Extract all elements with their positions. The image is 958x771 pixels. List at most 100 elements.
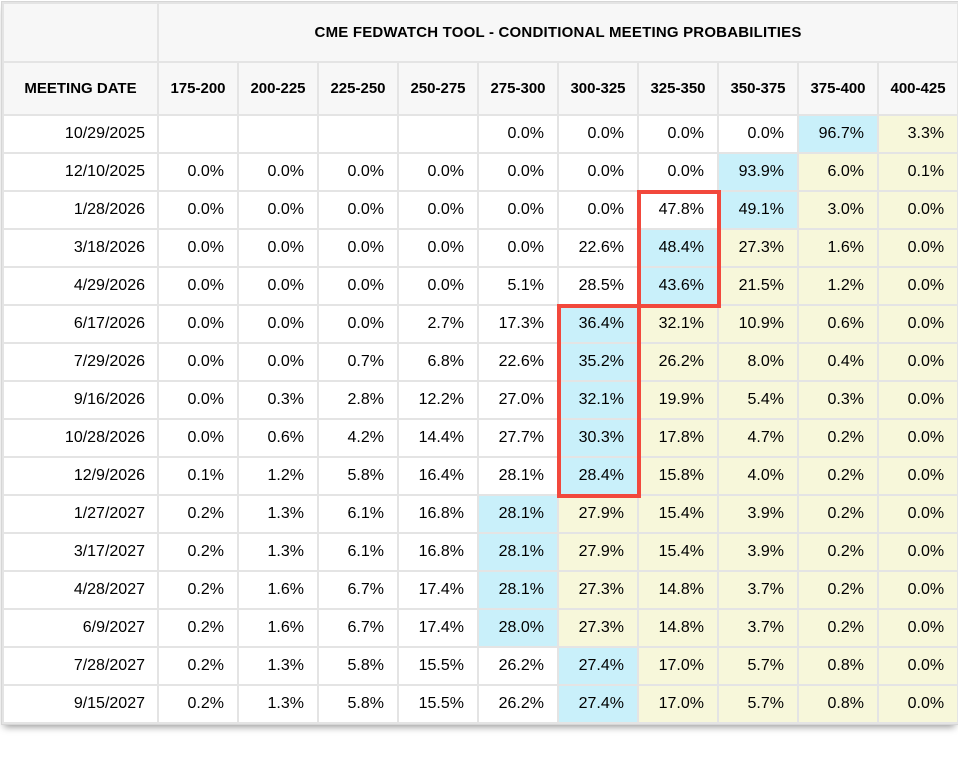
probability-cell: 93.9%: [717, 152, 799, 192]
meeting-date-cell: 10/29/2025: [2, 114, 159, 154]
probability-cell: 27.4%: [557, 684, 639, 724]
probability-cell: 0.0%: [157, 190, 239, 230]
probability-cell: 0.0%: [157, 266, 239, 306]
probability-cell: 6.7%: [317, 608, 399, 648]
table-row: 3/17/2027 0.2% 1.3% 6.1% 16.8% 28.1% 27.9% 15.4…: [2, 532, 958, 572]
table-row: 4/28/2027 0.2% 1.6% 6.7% 17.4% 28.1% 27.3% 14.8…: [2, 570, 958, 610]
probability-cell: 0.0%: [237, 304, 319, 344]
probability-cell: 28.1%: [477, 494, 559, 534]
probability-cell: 0.0%: [477, 228, 559, 268]
probability-cell: 0.6%: [797, 304, 879, 344]
probability-cell: 0.0%: [397, 152, 479, 192]
probability-cell: 27.3%: [557, 570, 639, 610]
probability-cell: 27.9%: [557, 532, 639, 572]
probability-cell: 0.1%: [157, 456, 239, 496]
probability-cell: 0.2%: [797, 532, 879, 572]
probability-cell: 0.0%: [876, 684, 958, 724]
meeting-date-cell: 7/28/2027: [2, 646, 159, 686]
probability-cell: 0.0%: [557, 152, 639, 192]
probability-cell: 6.0%: [797, 152, 879, 192]
meeting-date-cell: 10/28/2026: [2, 418, 159, 458]
probability-cell: 96.7%: [797, 114, 879, 154]
probability-cell: 1.6%: [797, 228, 879, 268]
probability-cell: 5.1%: [477, 266, 559, 306]
probability-cell: 0.0%: [317, 190, 399, 230]
meeting-date-cell: 1/28/2026: [2, 190, 159, 230]
probability-cell: 0.0%: [637, 152, 719, 192]
conditional-probabilities-table: CME FEDWATCH TOOL - CONDITIONAL MEETING …: [2, 2, 958, 724]
meeting-date-cell: 3/18/2026: [2, 228, 159, 268]
probability-cell: 21.5%: [717, 266, 799, 306]
meeting-date-cell: 6/17/2026: [2, 304, 159, 344]
probability-cell: 0.0%: [157, 228, 239, 268]
meeting-date-cell: 12/10/2025: [2, 152, 159, 192]
rate-range-column-header: 275-300: [477, 61, 559, 116]
probability-cell: 3.9%: [717, 532, 799, 572]
rate-range-column-header: 300-325: [557, 61, 639, 116]
rate-range-column-header: 250-275: [397, 61, 479, 116]
probability-cell: 0.0%: [157, 152, 239, 192]
probability-cell: 0.0%: [876, 646, 958, 686]
table-row: 4/29/2026 0.0% 0.0% 0.0% 0.0% 5.1% 28.5% 43.6% 2…: [2, 266, 958, 306]
probability-cell: 16.8%: [397, 494, 479, 534]
probability-cell: 22.6%: [477, 342, 559, 382]
probability-cell: 27.7%: [477, 418, 559, 458]
probability-cell: 0.0%: [876, 380, 958, 420]
probability-cell: 16.4%: [397, 456, 479, 496]
probability-cell: 15.4%: [637, 494, 719, 534]
probability-cell: 1.6%: [237, 608, 319, 648]
meeting-date-cell: 7/29/2026: [2, 342, 159, 382]
meeting-date-cell: 6/9/2027: [2, 608, 159, 648]
probability-cell: 1.3%: [237, 684, 319, 724]
probability-cell: 32.1%: [637, 304, 719, 344]
probability-cell: 0.2%: [797, 608, 879, 648]
probability-cell: 0.0%: [237, 228, 319, 268]
probability-cell: 0.0%: [317, 152, 399, 192]
probability-cell: 30.3%: [557, 418, 639, 458]
probability-cell: 27.3%: [557, 608, 639, 648]
probability-cell: 0.0%: [876, 456, 958, 496]
probability-cell: 22.6%: [557, 228, 639, 268]
probability-cell: 5.7%: [717, 646, 799, 686]
corner-cell: [2, 2, 159, 63]
meeting-date-cell: 9/15/2027: [2, 684, 159, 724]
table-row: 1/28/2026 0.0% 0.0% 0.0% 0.0% 0.0% 0.0% 47.8% 49…: [2, 190, 958, 230]
probability-cell: 14.4%: [397, 418, 479, 458]
table-row: 3/18/2026 0.0% 0.0% 0.0% 0.0% 0.0% 22.6% 48.4% 2…: [2, 228, 958, 268]
probability-cell: 0.4%: [797, 342, 879, 382]
rate-range-column-header: 325-350: [637, 61, 719, 116]
probability-cell: 17.4%: [397, 570, 479, 610]
probability-cell: 28.1%: [477, 456, 559, 496]
probability-cell: 12.2%: [397, 380, 479, 420]
table-row: 12/10/2025 0.0% 0.0% 0.0% 0.0% 0.0% 0.0% 0.0% 93…: [2, 152, 958, 192]
probability-cell: 14.8%: [637, 570, 719, 610]
title-row: CME FEDWATCH TOOL - CONDITIONAL MEETING …: [2, 2, 958, 63]
probability-cell: 3.7%: [717, 570, 799, 610]
rate-range-column-header: 175-200: [157, 61, 239, 116]
probability-cell: 0.0%: [876, 608, 958, 648]
probability-cell: 6.1%: [317, 494, 399, 534]
probability-cell: 5.8%: [317, 646, 399, 686]
probability-cell: 15.8%: [637, 456, 719, 496]
probability-cell: 27.4%: [557, 646, 639, 686]
probability-cell: 0.0%: [397, 266, 479, 306]
probability-cell: 0.0%: [397, 190, 479, 230]
probability-cell: 15.5%: [397, 684, 479, 724]
probability-cell: 8.0%: [717, 342, 799, 382]
probability-cell: 17.4%: [397, 608, 479, 648]
meeting-date-cell: 9/16/2026: [2, 380, 159, 420]
probability-cell: 0.0%: [157, 304, 239, 344]
probability-cell: 5.8%: [317, 684, 399, 724]
probability-cell: 0.0%: [317, 304, 399, 344]
probability-cell: 0.0%: [876, 304, 958, 344]
probability-cell: 0.0%: [477, 152, 559, 192]
probability-cell: 10.9%: [717, 304, 799, 344]
probability-cell: 19.9%: [637, 380, 719, 420]
probability-cell: 4.7%: [717, 418, 799, 458]
probability-cell: 1.6%: [237, 570, 319, 610]
probability-cell: 0.2%: [157, 532, 239, 572]
probability-cell: 0.0%: [237, 190, 319, 230]
rate-range-column-header: 350-375: [717, 61, 799, 116]
probability-cell: 1.3%: [237, 532, 319, 572]
probability-cell: 0.0%: [557, 190, 639, 230]
